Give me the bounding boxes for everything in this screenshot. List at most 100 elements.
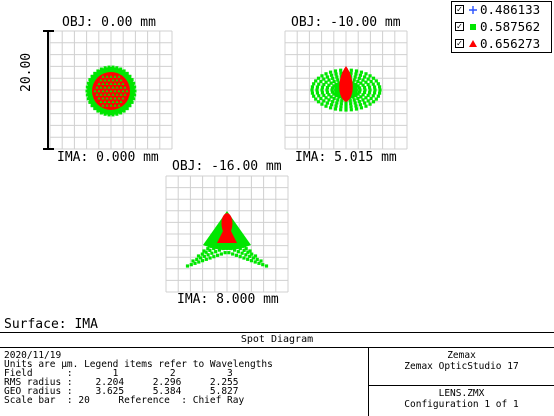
spot-1-green-marker [119, 78, 123, 82]
spot-1-green-point [95, 103, 99, 107]
spot-1-green-marker [103, 100, 107, 103]
spot-2-red-core [339, 66, 353, 102]
spot-3-green-point [206, 247, 210, 251]
spot-3-green-point [246, 257, 250, 261]
spot-1-green-marker [111, 93, 115, 96]
spot-1-green-point [111, 65, 115, 69]
spot-2-green-point [354, 107, 359, 111]
spot-2-green-point [330, 90, 335, 94]
spot-1-green-point [125, 71, 129, 75]
spot-2-green-point [325, 90, 330, 95]
info-line-units: Units are µm. Legend items refer to Wave… [4, 359, 273, 370]
spot-2-green-point [335, 75, 339, 79]
spot-2-green-point [369, 79, 373, 84]
spot-3-green-point [242, 248, 246, 252]
spot-3-green-point [246, 250, 250, 254]
spot-2-green-point [374, 97, 378, 101]
spot-2-green-point [358, 73, 363, 77]
checkbox-icon[interactable]: ✓ [455, 5, 464, 14]
spot-1-green-point [103, 112, 107, 116]
spot-2-green-point [339, 105, 343, 109]
spot-2-green-point [353, 101, 357, 105]
spot-1-green-point [125, 107, 129, 111]
spot-3-green-point [253, 260, 257, 264]
spot-1-green-point [93, 107, 97, 111]
file-name: LENS.ZMX [438, 388, 485, 399]
spot-2-green-point [361, 78, 365, 82]
spot-2-green-point [329, 95, 333, 99]
spot-3-green-point [185, 264, 190, 268]
spot-1-green-marker [117, 96, 121, 100]
spot-2-green-point [371, 76, 376, 80]
spot-1-green-point [119, 67, 123, 71]
spot-3-green-point [238, 255, 242, 259]
spot-2-green-point [339, 68, 343, 72]
spot-1-green-marker [107, 85, 111, 89]
checkbox-icon[interactable]: ✓ [455, 39, 464, 48]
spot-3-green-point [212, 255, 216, 259]
spot-grid-2 [284, 30, 408, 150]
spot-2-green-point [336, 78, 340, 82]
spot-3-green-point [231, 252, 235, 256]
spot-1-green-point [126, 100, 130, 104]
spot-2-green-point [362, 85, 367, 90]
spot-1-green-marker [109, 103, 113, 107]
spot-1-green-marker [99, 85, 103, 89]
spot-2-green-point [374, 79, 378, 83]
spot-2-green-point [327, 93, 331, 97]
spot-2-green-point [344, 108, 348, 112]
spot-2-green-point [349, 68, 353, 72]
spot-1-green-point [127, 81, 131, 85]
spot-2-green-point [349, 108, 353, 112]
spot-1-obj-label: OBJ: 0.00 mm [62, 15, 156, 30]
spot-2-green-point [330, 86, 335, 90]
spot-2-green-point [356, 97, 360, 101]
spot-2-green-point [325, 88, 329, 92]
scale-bar-label: 20.00 [19, 52, 34, 92]
spot-1-green-marker [123, 93, 127, 96]
spot-1-green-point [133, 89, 137, 93]
checkbox-icon[interactable]: ✓ [455, 22, 464, 31]
info-meta-block: Zemax Zemax OpticStudio 17 LENS.ZMX Conf… [368, 348, 554, 416]
spot-2-green-point [349, 105, 353, 109]
spot-1-green-point [123, 75, 127, 79]
spot-1-green-marker [119, 85, 123, 89]
spot-2-green-point [331, 100, 335, 104]
spot-1-green-marker [107, 78, 111, 82]
spot-1-green-marker [111, 85, 115, 89]
spot-1-green-marker [107, 100, 111, 103]
spot-3-green-point [204, 257, 208, 261]
spot-1-green-marker [121, 82, 125, 85]
spot-3-red-core [217, 213, 237, 243]
configuration-label: Configuration 1 of 1 [404, 399, 519, 410]
spot-1-green-marker [101, 82, 105, 85]
spot-2-green-point [322, 83, 326, 87]
spot-2-green-point [324, 104, 328, 108]
spot-1-green-marker [105, 96, 109, 100]
spot-3-green-point [236, 250, 240, 254]
spot-2-green-point [352, 98, 356, 102]
spot-1-green-marker [95, 85, 99, 89]
file-box: LENS.ZMX Configuration 1 of 1 [369, 386, 554, 410]
spot-2-green-point [339, 71, 343, 75]
spot-2-green-point [310, 85, 315, 89]
spot-1-green-point [88, 100, 92, 104]
spot-2-green-point [332, 92, 336, 96]
spot-2-green-point [312, 82, 316, 86]
spot-2-green-point [357, 86, 362, 90]
spot-2-green-point [322, 77, 326, 81]
spot-2-green-point [333, 107, 338, 111]
spot-1-green-point [89, 85, 93, 89]
spot-3-green-point [208, 256, 212, 260]
spot-2-green-point [329, 81, 333, 85]
spot-2-green-point [316, 76, 321, 80]
spot-2-green-point [316, 100, 321, 104]
spot-2-green-point [329, 73, 334, 77]
spot-3-green-point [223, 251, 227, 255]
spot-2-green-point [354, 94, 358, 98]
spot-3-green-point [202, 249, 206, 253]
spot-2-green-point [339, 108, 343, 112]
spot-2-green-point [354, 82, 358, 86]
spot-2-green-point [357, 100, 361, 104]
spot-1-green-point [98, 106, 102, 110]
